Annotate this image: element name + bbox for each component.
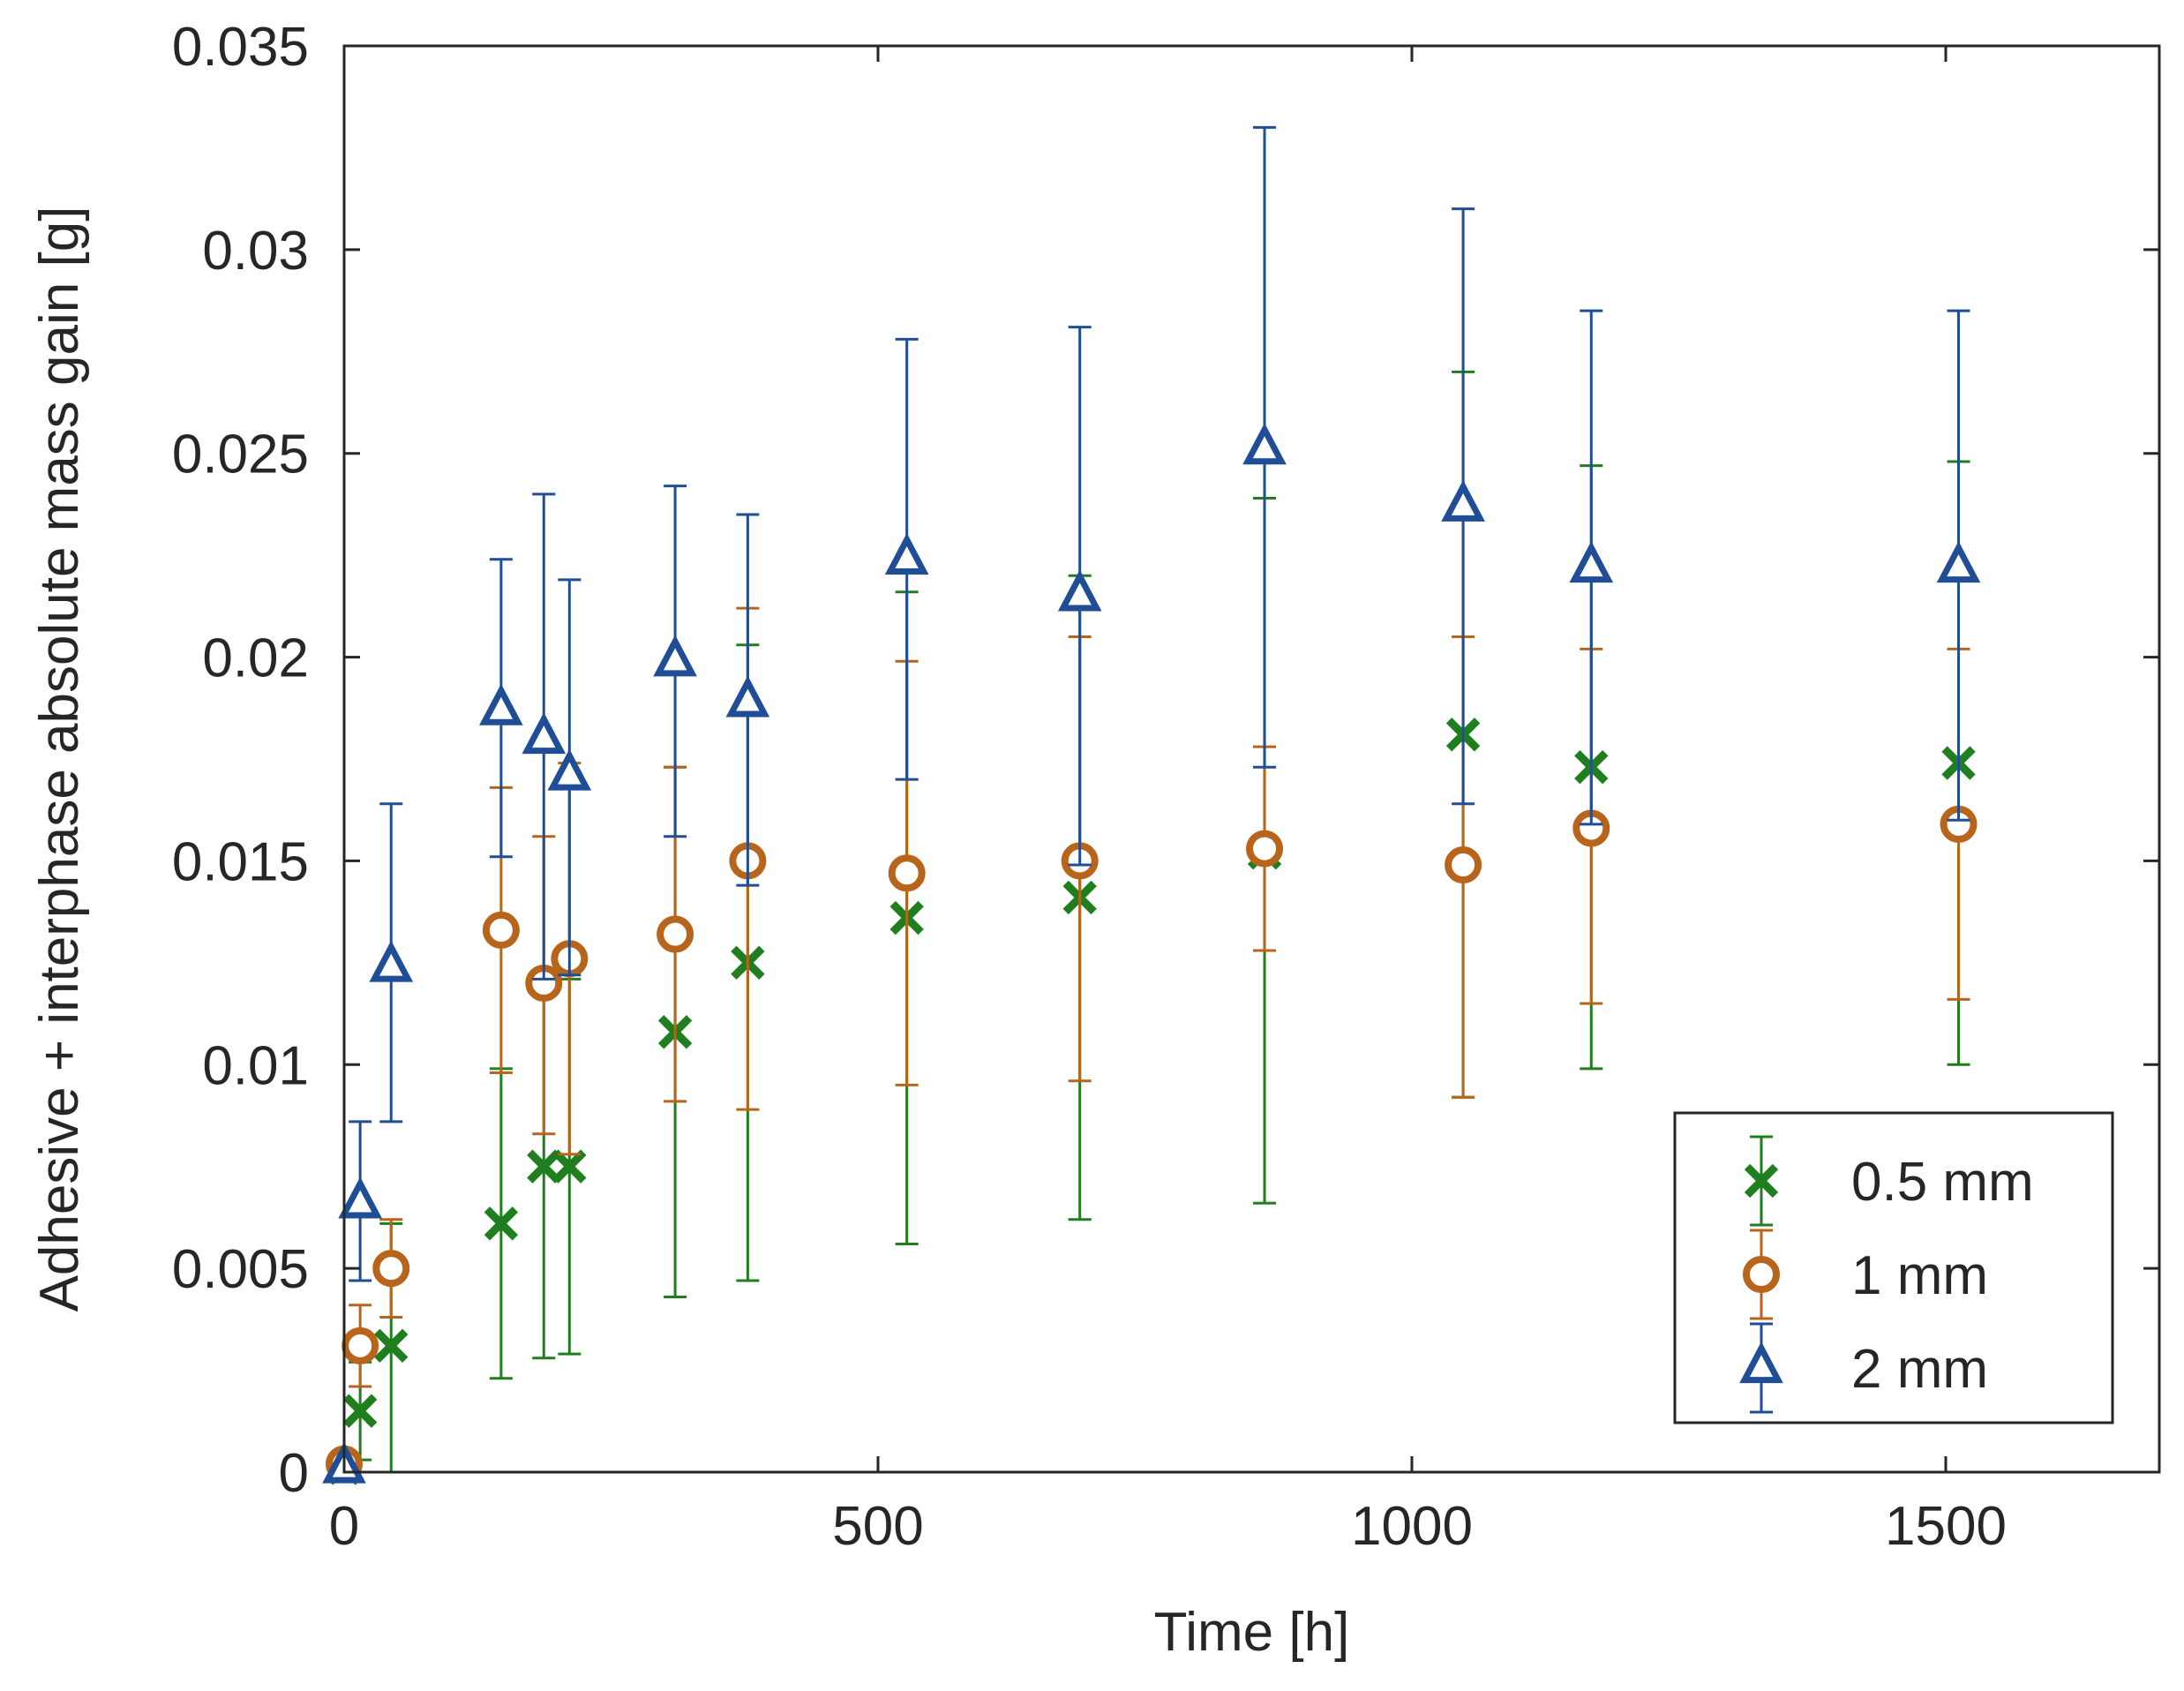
- x-tick-label: 1500: [1885, 1496, 2007, 1557]
- triangle-marker-shape: [1569, 541, 1614, 583]
- data-point: [372, 1250, 410, 1288]
- data-point: [484, 1206, 519, 1241]
- circle-marker-shape: [341, 1326, 379, 1364]
- y-axis-label: Adhesive + interphase absolute mass gain…: [29, 207, 90, 1312]
- x-marker-stroke: [527, 1149, 561, 1184]
- legend-marker: [1739, 1342, 1783, 1384]
- triangle-marker-shape: [1936, 541, 1981, 583]
- legend-item: 0.5 mm: [1744, 1135, 2034, 1227]
- legend-marker: [1743, 1256, 1780, 1293]
- y-tick-label: 0.015: [172, 831, 309, 892]
- data-point: [369, 940, 414, 982]
- y-tick-label: 0.035: [172, 17, 309, 78]
- data-point: [653, 635, 697, 677]
- x-marker-stroke: [374, 1328, 409, 1364]
- data-point: [1246, 830, 1284, 868]
- data-point: [342, 1394, 378, 1428]
- data-point: [482, 911, 520, 949]
- circle-marker-shape: [1445, 846, 1482, 884]
- y-tick-label: 0.005: [172, 1239, 309, 1300]
- triangle-marker-shape: [338, 1176, 382, 1219]
- legend-label: 1 mm: [1851, 1245, 1988, 1306]
- triangle-marker-shape: [522, 712, 567, 755]
- data-point: [552, 1149, 587, 1184]
- triangle-marker-shape: [1739, 1342, 1783, 1384]
- data-point: [522, 712, 567, 755]
- x-axis-label: Time [h]: [1154, 1602, 1350, 1663]
- axis-ticks: 0 500 1000 1500 0 0.005 0.01 0.015 0.02 0.025 0.03…: [172, 17, 2159, 1557]
- legend-marker: [1744, 1163, 1779, 1199]
- legend-item: 2 mm: [1739, 1322, 1988, 1414]
- triangle-marker-shape: [1057, 569, 1102, 612]
- circle-marker-shape: [372, 1250, 410, 1288]
- plot-area-frame: [342, 44, 2161, 1474]
- y-tick-label: 0.025: [172, 425, 309, 485]
- series-2-mm: [322, 125, 1981, 1484]
- data-point: [527, 1149, 561, 1184]
- data-point: [374, 1328, 409, 1364]
- triangle-marker-shape: [653, 635, 697, 677]
- data-point: [1057, 569, 1102, 612]
- x-marker-stroke: [552, 1149, 587, 1184]
- data-marks: [322, 125, 1981, 1485]
- x-tick-label: 0: [329, 1496, 359, 1557]
- triangle-marker-shape: [1242, 423, 1287, 465]
- triangle-marker-shape: [725, 675, 770, 718]
- triangle-marker-shape: [369, 940, 414, 982]
- data-point: [341, 1326, 379, 1364]
- x-marker-stroke: [342, 1394, 378, 1428]
- legend-label: 2 mm: [1851, 1339, 1988, 1400]
- data-point: [1936, 541, 1981, 583]
- y-tick-label: 0: [279, 1443, 309, 1504]
- data-point: [338, 1176, 382, 1219]
- legend-items: 0.5 mm 1 mm 2 mm: [1739, 1135, 2034, 1414]
- triangle-marker-shape: [547, 748, 592, 791]
- legend-item: 1 mm: [1743, 1229, 1988, 1320]
- triangle-marker-shape: [1441, 479, 1485, 522]
- data-point: [1445, 846, 1482, 884]
- circle-marker-shape: [888, 854, 926, 892]
- data-point: [479, 683, 523, 725]
- x-tick-label: 1000: [1351, 1496, 1473, 1557]
- data-point: [888, 854, 926, 892]
- data-point: [1569, 541, 1614, 583]
- data-point: [725, 675, 770, 718]
- circle-marker-shape: [1743, 1256, 1780, 1293]
- triangle-marker-shape: [884, 532, 929, 575]
- y-tick-label: 0.01: [202, 1035, 309, 1096]
- circle-marker-shape: [657, 915, 694, 953]
- circle-marker-shape: [482, 911, 520, 949]
- data-point: [1242, 423, 1287, 465]
- x-marker-stroke: [484, 1206, 519, 1241]
- triangle-marker-shape: [479, 683, 523, 725]
- legend: 0.5 mm 1 mm 2 mm: [1673, 1111, 2114, 1424]
- data-point: [1441, 479, 1485, 522]
- x-marker-stroke: [1744, 1163, 1779, 1199]
- y-tick-label: 0.03: [202, 221, 309, 282]
- legend-label: 0.5 mm: [1851, 1152, 2034, 1213]
- data-point: [884, 532, 929, 575]
- circle-marker-shape: [1246, 830, 1284, 868]
- x-tick-label: 500: [832, 1496, 923, 1557]
- data-point: [547, 748, 592, 791]
- data-point: [657, 915, 694, 953]
- y-tick-label: 0.02: [202, 628, 309, 689]
